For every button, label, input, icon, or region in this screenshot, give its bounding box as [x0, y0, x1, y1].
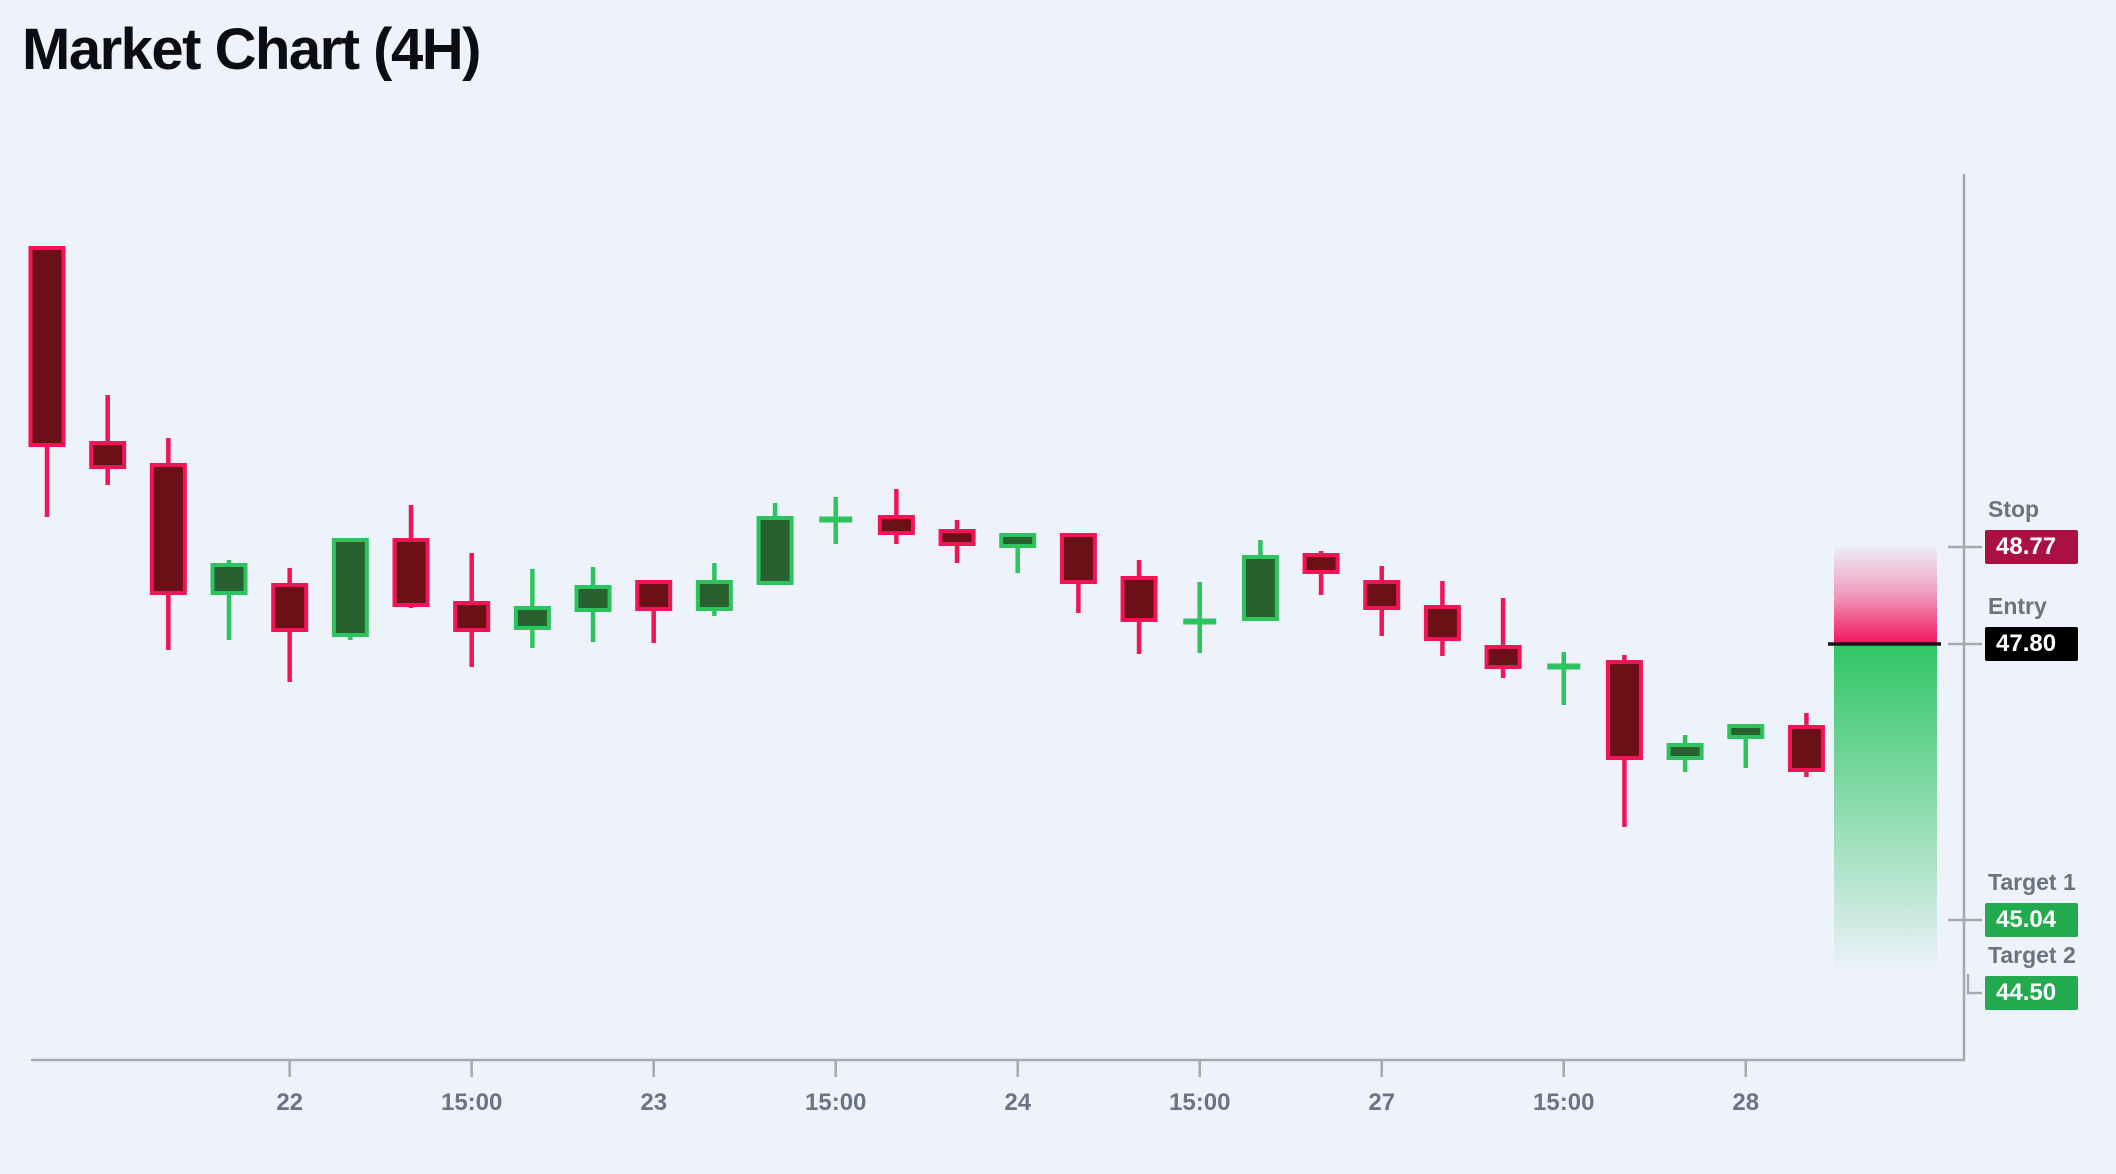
candle-2-body	[89, 441, 127, 469]
candle-27-body	[1605, 660, 1643, 760]
x-axis-label: 28	[1732, 1089, 1759, 1116]
candle-7-body	[392, 538, 430, 607]
candle-19-body	[1120, 576, 1158, 622]
risk-zone	[1834, 547, 1937, 644]
target1-level-label: Target 1	[1988, 869, 2076, 895]
candle-17-body	[999, 533, 1037, 548]
target2-price-badge: 44.50	[1985, 976, 2078, 1010]
stop-price-badge: 48.77	[1985, 530, 2078, 564]
candle-18-body	[1059, 533, 1097, 584]
candle-11-body	[635, 580, 673, 611]
candle-22-body	[1302, 553, 1340, 574]
candle-1-body	[28, 246, 66, 447]
candle-4-body	[210, 563, 248, 595]
candle-25-body	[1484, 645, 1522, 669]
x-axis-label: 22	[276, 1089, 303, 1116]
x-axis-label: 24	[1004, 1089, 1031, 1116]
candle-15-body	[877, 515, 915, 535]
candle-12-body	[695, 580, 733, 611]
entry-price-badge: 47.80	[1985, 627, 2078, 661]
candle-29-body	[1727, 724, 1765, 739]
target2-level-label: Target 2	[1988, 942, 2076, 968]
candle-10-body	[574, 585, 612, 612]
candle-9-body	[513, 606, 551, 630]
candle-6-body	[331, 538, 369, 637]
candle-3-body	[149, 463, 187, 595]
candle-5-body	[271, 583, 309, 632]
stop-level-label: Stop	[1988, 496, 2040, 522]
x-axis-label: 15:00	[805, 1089, 866, 1116]
x-axis-label: 23	[640, 1089, 667, 1116]
candle-26-doji-bar	[1547, 663, 1581, 670]
x-axis-label: 15:00	[1533, 1089, 1594, 1116]
candle-24-body	[1423, 605, 1461, 641]
x-axis-label: 27	[1368, 1089, 1395, 1116]
candle-28-body	[1666, 743, 1704, 760]
candle-14-doji-bar	[819, 516, 853, 523]
candle-13-body	[756, 516, 794, 585]
page-title: Market Chart (4H)	[22, 17, 481, 82]
candle-23-body	[1363, 580, 1401, 610]
x-axis-label: 15:00	[1169, 1089, 1230, 1116]
reward-zone	[1834, 644, 1937, 974]
x-axis-label: 15:00	[441, 1089, 502, 1116]
target1-price-badge: 45.04	[1985, 903, 2078, 937]
entry-level-label: Entry	[1988, 593, 2047, 619]
candle-8-body	[453, 601, 491, 632]
candle-16-body	[938, 529, 976, 546]
candle-20-doji-bar	[1183, 618, 1217, 625]
target2-elbow-connector	[1966, 974, 1982, 995]
candle-21-body	[1241, 555, 1279, 621]
candle-30-body	[1787, 725, 1825, 772]
